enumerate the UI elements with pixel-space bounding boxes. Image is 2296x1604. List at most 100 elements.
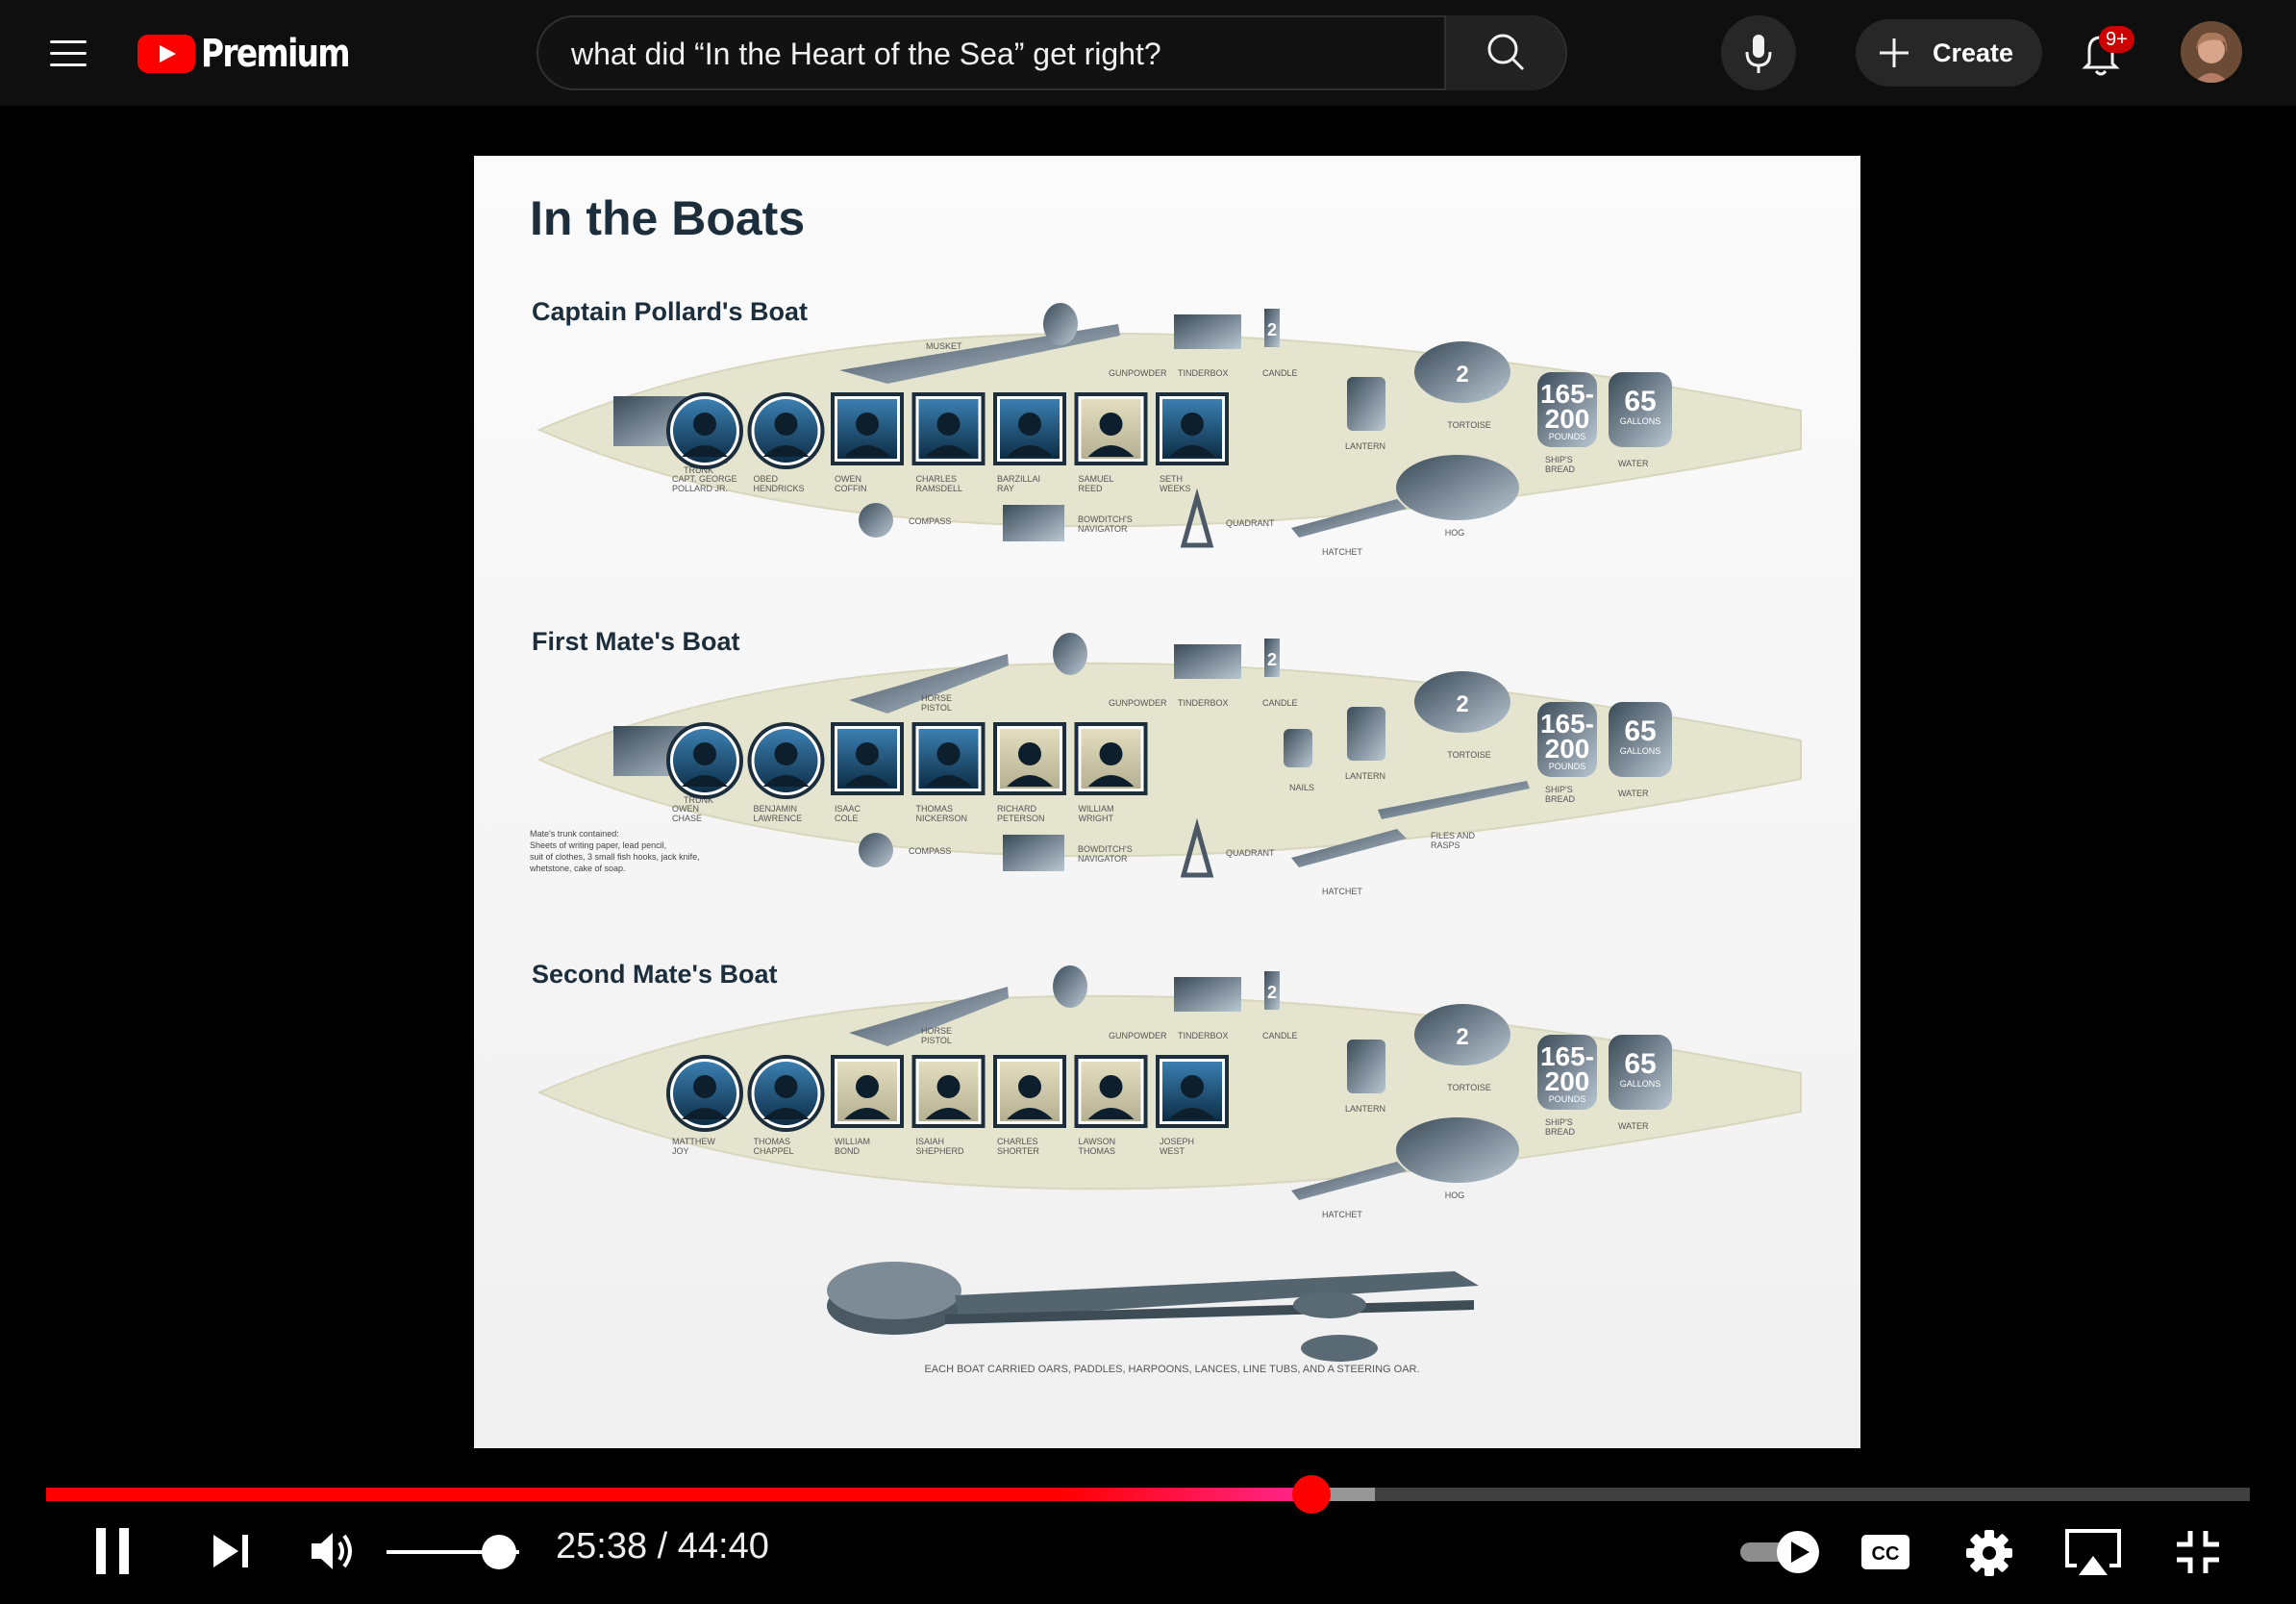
crew-name: ISAAC COLE — [835, 804, 861, 823]
bread-label-text: SHIP'S BREAD — [1545, 785, 1576, 804]
autoplay-toggle[interactable] — [1738, 1529, 1823, 1575]
crew-name-text: THOMAS NICKERSON — [916, 804, 968, 823]
navigator-label-line1: BOWDITCH'S — [1078, 514, 1133, 524]
files-label: FILES AND RASPS — [1431, 831, 1476, 850]
navigator-label: BOWDITCH'S NAVIGATOR — [1078, 844, 1133, 864]
silhouette-head — [693, 1075, 716, 1098]
progress-bar[interactable] — [46, 1488, 2250, 1501]
create-button[interactable]: Create — [1856, 19, 2042, 87]
lantern-label: LANTERN — [1345, 771, 1385, 781]
quadrant-icon — [1180, 488, 1214, 548]
bread-label: SHIP'S BREAD — [1545, 455, 1576, 474]
exit-fullscreen-button[interactable] — [2175, 1529, 2221, 1575]
quadrant-label: QUADRANT — [1226, 848, 1275, 858]
crew-name-line2: RAMSDELL — [916, 484, 963, 493]
crew-name-line1: OWEN — [672, 804, 699, 814]
silhouette-head — [693, 413, 716, 436]
files-label-text: FILES AND RASPS — [1431, 831, 1476, 850]
tortoise-count: 2 — [1456, 1024, 1468, 1050]
bread-barrel-icon — [1537, 1035, 1597, 1110]
compass-icon — [859, 503, 893, 538]
water-label: WATER — [1618, 789, 1649, 798]
crew-name-line1: CHARLES — [916, 474, 958, 484]
boat-2: Second Mate's Boat HORSE PISTOL 2 GUNPOWDER T… — [532, 960, 1802, 1219]
crew-name-line2: NICKERSON — [916, 814, 968, 823]
bread-label-text: SHIP'S BREAD — [1545, 455, 1576, 474]
silhouette-head — [774, 742, 798, 765]
candle-count: 2 — [1267, 983, 1277, 1002]
airplay-icon — [2065, 1529, 2121, 1575]
bread-label-text: SHIP'S BREAD — [1545, 1117, 1576, 1137]
settings-button[interactable] — [1965, 1529, 2013, 1577]
hatchet-label: HATCHET — [1322, 547, 1362, 557]
voice-search-button[interactable] — [1721, 15, 1796, 90]
crew-name-line2: POLLARD JR. — [672, 484, 728, 493]
menu-button[interactable] — [37, 29, 102, 77]
crew-name: CHARLES RAMSDELL — [916, 474, 963, 493]
search-input[interactable] — [569, 17, 1458, 90]
crew-name-line2: SHORTER — [997, 1146, 1039, 1156]
crew-name-text: OWEN CHASE — [672, 804, 702, 823]
crew-name-line1: CHARLES — [997, 1137, 1038, 1146]
navigator-label-line2: NAVIGATOR — [1078, 524, 1128, 534]
trunk-note: Mate's trunk contained: Sheets of writing… — [529, 829, 700, 873]
weapon-label-line1: HORSE — [921, 1026, 952, 1036]
silhouette-body — [1007, 775, 1053, 787]
silhouette-head — [1018, 413, 1041, 436]
crew-name-line2: SHEPHERD — [916, 1146, 965, 1156]
airplay-button[interactable] — [2063, 1527, 2123, 1579]
tinderbox-label: TINDERBOX — [1178, 1031, 1229, 1040]
pause-button[interactable] — [90, 1524, 140, 1578]
progress-scrubber[interactable] — [1291, 1475, 1331, 1514]
crew-name-text: OWEN COFFIN — [835, 474, 867, 493]
silhouette-head — [1018, 1075, 1041, 1098]
crew-name-line2: COLE — [835, 814, 859, 823]
crew-name-text: WILLIAM BOND — [835, 1137, 870, 1156]
candle-icon — [1264, 971, 1280, 1010]
silhouette-head — [856, 1075, 879, 1098]
crew-name-text: RICHARD PETERSON — [997, 804, 1045, 823]
bread-label-line1: SHIP'S — [1545, 1117, 1573, 1127]
search-button[interactable] — [1444, 15, 1565, 90]
weapon-label: HORSE PISTOL — [921, 693, 952, 713]
crew-name-text: WILLIAM WRIGHT — [1079, 804, 1114, 823]
silhouette-body — [844, 1108, 890, 1119]
oars-and-tub — [827, 1262, 1479, 1362]
silhouette-body — [844, 775, 890, 787]
bread-unit: POUNDS — [1549, 432, 1586, 441]
water-unit: GALLONS — [1620, 746, 1661, 756]
volume-track[interactable] — [387, 1550, 519, 1554]
trunk-note-line: Mate's trunk contained: — [530, 829, 619, 839]
next-button[interactable] — [210, 1531, 254, 1571]
trunk-note-line: whetstone, cake of soap. — [529, 864, 626, 873]
crew-name-line1: THOMAS — [916, 804, 954, 814]
create-label: Create — [1933, 38, 2014, 67]
silhouette-body — [925, 445, 972, 457]
crew-name: RICHARD PETERSON — [997, 804, 1045, 823]
crew-name: WILLIAM WRIGHT — [1079, 804, 1114, 823]
bread-amount-top: 165- — [1540, 709, 1594, 739]
tortoise-label: TORTOISE — [1447, 1083, 1491, 1092]
silhouette-body — [925, 1108, 972, 1119]
menu-icon — [50, 40, 87, 43]
footer-caption: EACH BOAT CARRIED OARS, PADDLES, HARPOON… — [924, 1364, 1419, 1375]
navigator-label-line2: NAVIGATOR — [1078, 854, 1128, 864]
boat-1: First Mate's BoatMATE'STRUNKHORSEPISTOL2… — [529, 627, 1802, 896]
silhouette-head — [1099, 413, 1123, 436]
files-label-line2: RASPS — [1431, 840, 1460, 850]
weapon-label-line2: PISTOL — [921, 1036, 952, 1045]
avatar[interactable] — [2181, 21, 2242, 83]
mute-button[interactable] — [308, 1527, 362, 1575]
video-frame[interactable]: In the Boats Captain Pollard's BoatCAPTA… — [474, 156, 1860, 1448]
weapon-label-line1: HORSE — [921, 693, 952, 703]
volume-slider-knob[interactable] — [482, 1535, 517, 1569]
captions-button[interactable]: CC — [1859, 1533, 1911, 1571]
crew-name-line2: CHASE — [672, 814, 702, 823]
silhouette-body — [762, 775, 810, 787]
bread-amount-bottom: 200 — [1545, 734, 1590, 764]
trunk-note-line: Sheets of writing paper, lead pencil, — [530, 840, 666, 850]
crew-name-line1: OBED — [754, 474, 779, 484]
youtube-premium-logo[interactable]: Premium — [137, 32, 382, 76]
crew-name-line1: OWEN — [835, 474, 861, 484]
compass-label: COMPASS — [909, 516, 951, 526]
